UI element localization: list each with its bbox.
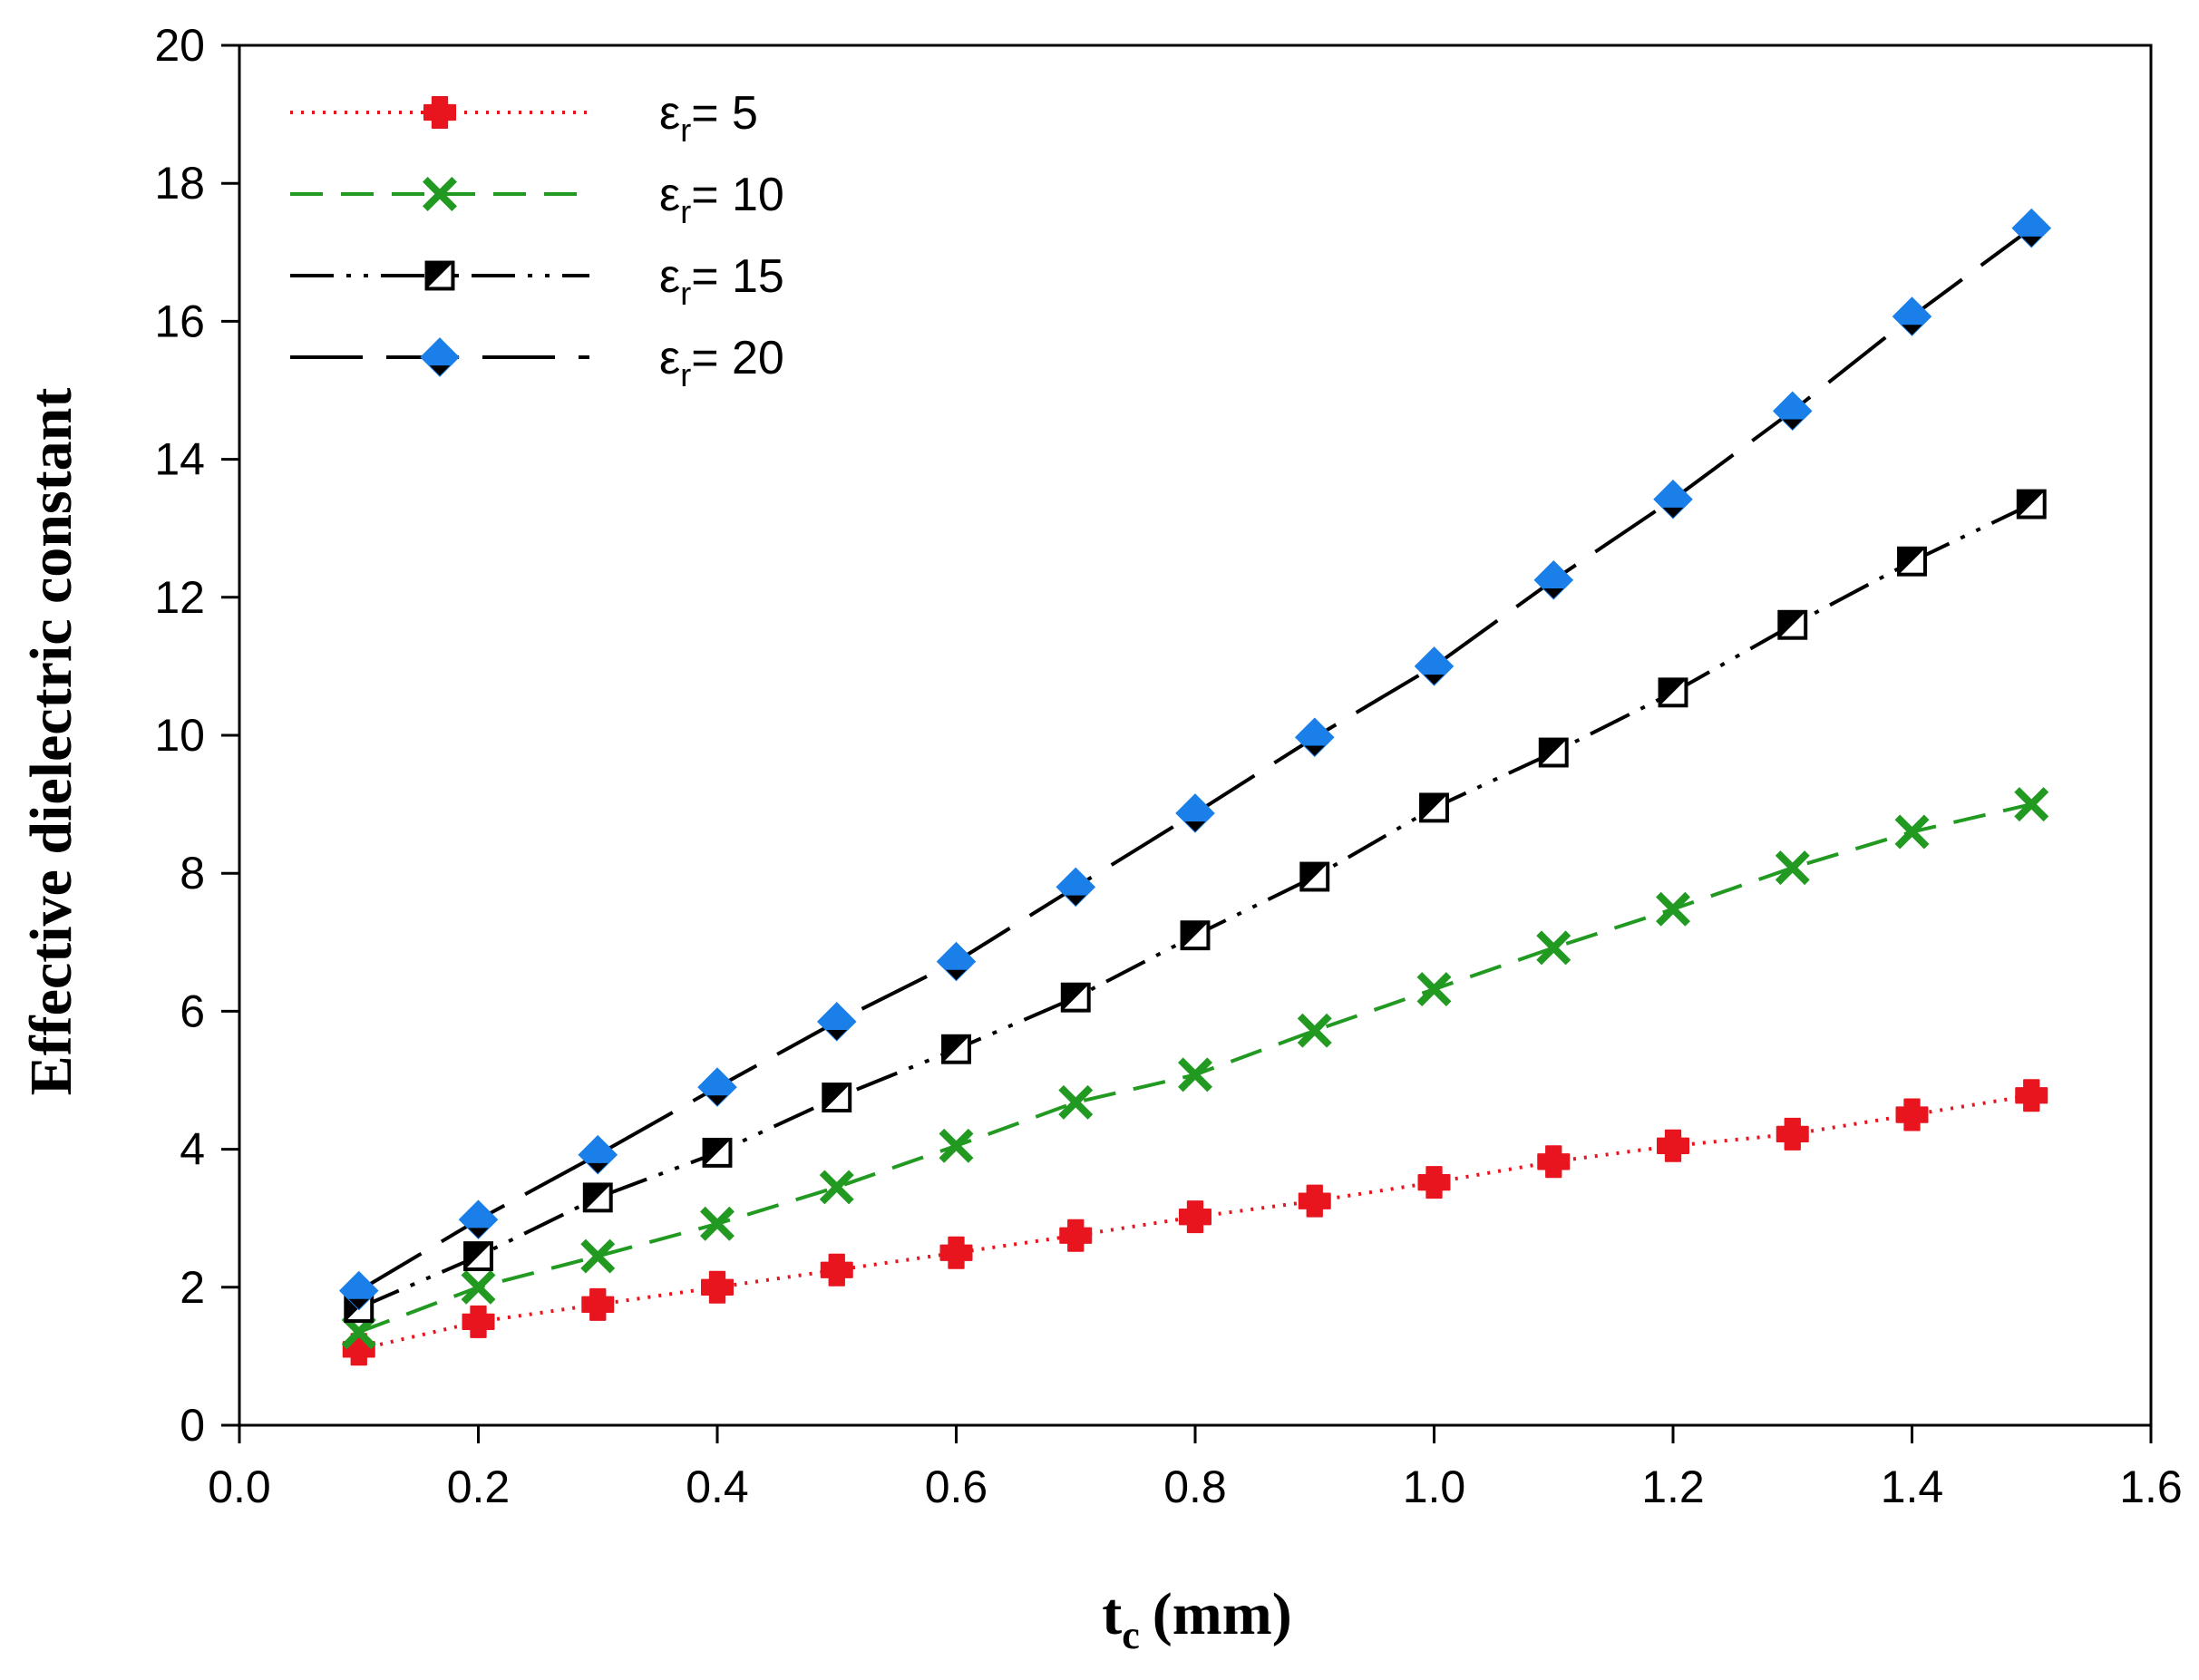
data-point [1772,391,1813,432]
x-tick-label: 0.4 [686,1462,749,1512]
data-point [423,96,456,129]
data-point [1892,296,1932,336]
data-point [1297,1013,1332,1048]
series-1 [341,787,2049,1350]
y-tick-label: 20 [154,20,205,71]
legend-item: εr= 10 [290,169,784,230]
data-point [580,1238,616,1274]
data-point [702,1137,733,1168]
data-point [700,1206,735,1241]
data-point [424,260,455,291]
series-line [358,1093,2032,1352]
data-point [941,1034,971,1064]
data-point [458,1199,499,1240]
data-point [1653,479,1693,520]
data-point [1056,867,1096,908]
data-point [1894,814,1930,850]
data-point [2015,1079,2048,1112]
data-point [1657,1129,1689,1162]
data-point [816,1002,857,1042]
data-point [423,177,457,211]
y-tick-label: 12 [154,572,205,623]
x-tick-label: 0.6 [925,1462,988,1512]
data-point [1059,1219,1093,1252]
data-point [578,1134,618,1175]
data-point [1656,891,1690,927]
data-point [939,1128,974,1163]
data-point [1417,1166,1451,1199]
legend-label: εr= 10 [659,169,784,230]
legend-item: εr= 5 [290,87,758,149]
data-point [2016,489,2047,520]
data-point [1895,1098,1929,1131]
y-tick-label: 16 [154,296,205,346]
series-2 [344,489,2047,1324]
y-tick-label: 14 [154,434,205,485]
data-point [462,1305,495,1338]
data-point [936,941,977,982]
data-point [463,1241,493,1272]
data-point [1533,559,1574,600]
data-point [1180,920,1211,951]
data-point [820,1253,853,1287]
x-tick-label: 0.0 [208,1462,271,1512]
y-tick-label: 18 [154,158,205,209]
data-point [2011,208,2052,248]
data-point [1537,1145,1571,1179]
data-point [461,1269,496,1305]
data-point [1175,793,1215,833]
data-point [1536,930,1571,966]
x-tick-label: 1.6 [2119,1462,2183,1512]
data-point [1060,982,1091,1013]
y-tick-label: 2 [180,1262,205,1313]
data-point [1776,1117,1809,1151]
legend-label: εr= 5 [659,87,758,149]
data-point [581,1287,615,1321]
data-point [939,1236,973,1269]
data-point [1897,546,1927,577]
x-tick-label: 0.2 [447,1462,511,1512]
y-tick-label: 0 [180,1400,205,1451]
data-point [1298,1184,1331,1218]
data-point [1414,646,1455,686]
data-point [819,1170,854,1205]
data-point [1299,861,1330,892]
data-point [1419,792,1449,823]
legend-label: εr= 15 [659,250,784,312]
data-point [822,1083,852,1112]
data-point [697,1067,737,1107]
data-point [1775,850,1810,886]
x-tick-label: 1.2 [1641,1462,1705,1512]
data-point [1178,1057,1212,1092]
data-point [420,337,460,377]
data-point [1058,1084,1094,1120]
series-3 [338,208,2052,1311]
data-point [1416,972,1452,1007]
data-point [1179,1200,1211,1234]
y-tick-label: 8 [180,848,205,898]
x-tick-label: 1.0 [1403,1462,1466,1512]
data-point [338,1270,379,1311]
legend-label: εr= 20 [659,332,784,393]
data-point [701,1270,734,1304]
data-point [1777,609,1808,640]
data-point [1294,717,1335,758]
y-tick-label: 6 [180,986,205,1036]
x-tick-label: 0.8 [1163,1462,1227,1512]
series-0 [342,1079,2048,1366]
legend-item: εr= 20 [290,332,784,393]
data-point [2014,787,2049,822]
x-axis-title: tc (mm) [1102,1581,1291,1657]
x-tick-label: 1.4 [1881,1462,1944,1512]
data-point [582,1182,613,1213]
y-tick-label: 4 [180,1124,205,1175]
legend: εr= 5 εr= 10 εr= 15 εr= 20 [290,87,784,393]
legend-item: εr= 15 [290,250,784,312]
y-tick-label: 10 [154,710,205,761]
data-point [1658,677,1688,708]
y-axis-title: Effective dielectric constant [18,388,84,1096]
data-point [1538,737,1569,768]
